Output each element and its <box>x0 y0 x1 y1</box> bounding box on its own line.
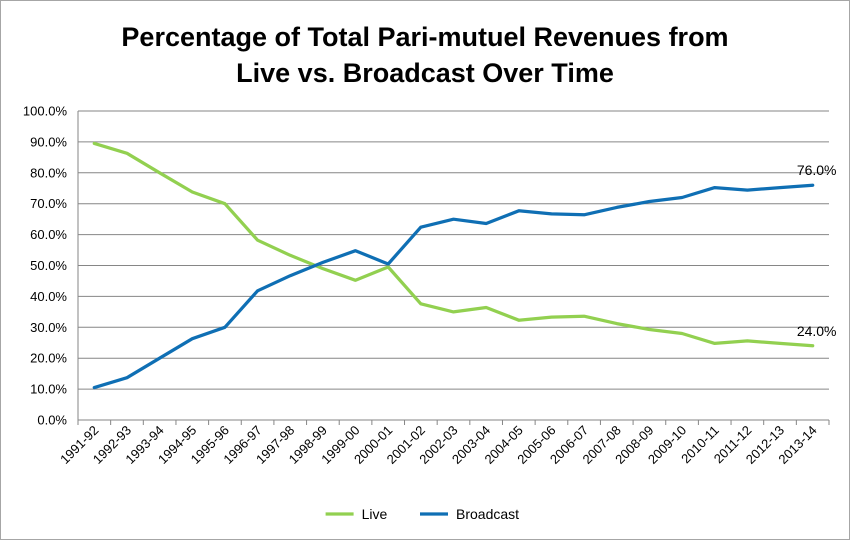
series-line-live <box>92 141 815 348</box>
y-tick-label: 80.0% <box>30 165 67 180</box>
legend-label-broadcast: Broadcast <box>456 506 519 522</box>
y-tick-label: 20.0% <box>30 351 67 366</box>
legend-label-live: Live <box>362 506 388 522</box>
data-label-live: 24.0% <box>797 323 837 339</box>
y-tick-label: 10.0% <box>30 382 67 397</box>
y-tick-label: 70.0% <box>30 196 67 211</box>
data-label-broadcast: 76.0% <box>797 162 837 178</box>
y-tick-label: 30.0% <box>30 320 67 335</box>
chart-title: Percentage of Total Pari-mutuel Revenues… <box>1 19 849 91</box>
y-tick-label: 100.0% <box>23 104 68 119</box>
series-line-broadcast <box>92 183 815 390</box>
y-tick-label: 50.0% <box>30 258 67 273</box>
y-tick-label: 40.0% <box>30 289 67 304</box>
y-tick-label: 90.0% <box>30 134 67 149</box>
chart-title-line-2: Live vs. Broadcast Over Time <box>236 58 614 88</box>
chart-title-line-1: Percentage of Total Pari-mutuel Revenues… <box>121 22 729 52</box>
y-tick-label: 0.0% <box>37 413 67 428</box>
y-tick-label: 60.0% <box>30 227 67 242</box>
